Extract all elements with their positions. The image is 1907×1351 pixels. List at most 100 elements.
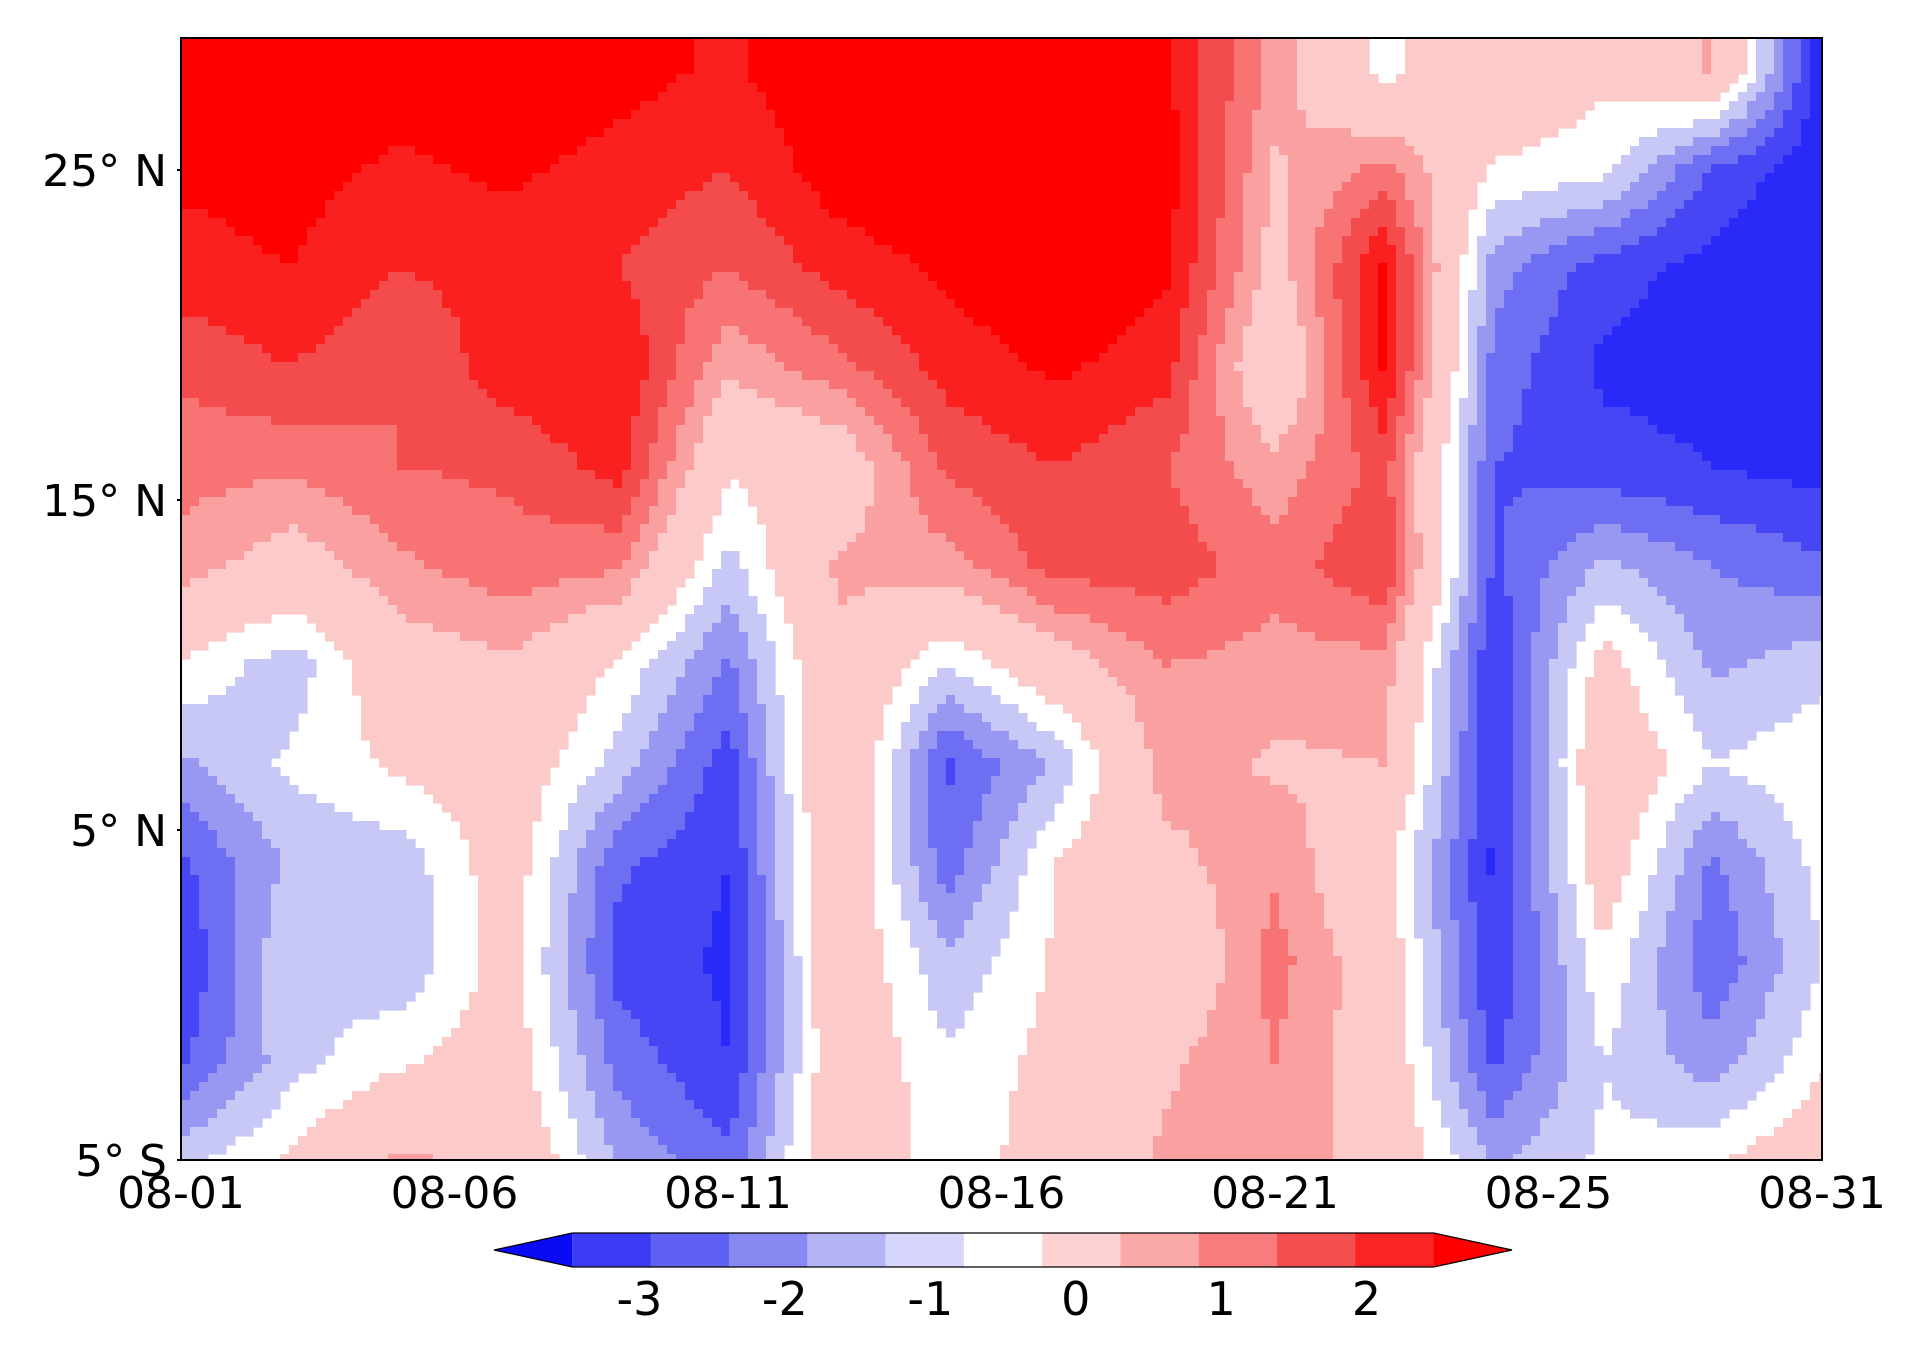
- contour-cell: [190, 83, 200, 93]
- contour-cell: [307, 65, 317, 75]
- contour-cell: [667, 155, 677, 165]
- contour-cell: [541, 101, 551, 111]
- contour-cell: [1387, 173, 1397, 183]
- contour-cell: [685, 110, 695, 120]
- contour-cell: [1360, 137, 1370, 147]
- contour-cell: [631, 173, 641, 183]
- contour-cell: [1369, 227, 1379, 237]
- contour-cell: [208, 137, 218, 147]
- contour-cell: [1630, 56, 1640, 66]
- contour-cell: [586, 245, 596, 255]
- contour-cell: [1702, 272, 1712, 282]
- contour-cell: [1495, 146, 1505, 156]
- contour-cell: [901, 236, 911, 246]
- contour-cell: [1369, 83, 1379, 93]
- contour-cell: [1693, 173, 1703, 183]
- contour-cell: [1486, 110, 1496, 120]
- contour-cell: [379, 218, 389, 228]
- contour-cell: [343, 236, 353, 246]
- contour-cell: [901, 173, 911, 183]
- contour-cell: [1081, 119, 1091, 129]
- contour-cell: [1279, 164, 1289, 174]
- contour-cell: [1513, 200, 1523, 210]
- contour-cell: [1387, 119, 1397, 129]
- contour-cell: [1378, 164, 1388, 174]
- contour-cell: [631, 119, 641, 129]
- contour-cell: [1342, 101, 1352, 111]
- contour-cell: [280, 218, 290, 228]
- contour-cell: [1369, 92, 1379, 102]
- contour-cell: [802, 137, 812, 147]
- contour-cell: [1342, 119, 1352, 129]
- contour-cell: [577, 92, 587, 102]
- contour-cell: [559, 182, 569, 192]
- contour-cell: [1072, 200, 1082, 210]
- contour-cell: [1288, 263, 1298, 273]
- contour-cell: [622, 236, 632, 246]
- contour-cell: [226, 110, 236, 120]
- contour-cell: [388, 92, 398, 102]
- contour-cell: [1396, 182, 1406, 192]
- contour-cell: [1342, 164, 1352, 174]
- contour-cell: [352, 209, 362, 219]
- contour-cell: [1270, 227, 1280, 237]
- contour-cell: [748, 74, 758, 84]
- contour-cell: [1270, 47, 1280, 57]
- contour-cell: [811, 227, 821, 237]
- contour-cell: [1630, 65, 1640, 75]
- contour-cell: [370, 110, 380, 120]
- contour-cell: [793, 182, 803, 192]
- contour-cell: [1792, 74, 1802, 84]
- contour-cell: [1792, 146, 1802, 156]
- contour-cell: [1414, 137, 1424, 147]
- contour-cell: [1333, 164, 1343, 174]
- contour-cell: [460, 38, 470, 48]
- contour-cell: [703, 101, 713, 111]
- contour-cell: [397, 128, 407, 138]
- contour-cell: [199, 65, 209, 75]
- contour-cell: [883, 119, 893, 129]
- contour-cell: [1243, 254, 1253, 264]
- contour-cell: [694, 146, 704, 156]
- contour-cell: [532, 281, 542, 291]
- contour-cell: [1000, 200, 1010, 210]
- contour-cell: [1045, 101, 1055, 111]
- contour-cell: [1018, 164, 1028, 174]
- contour-cell: [208, 110, 218, 120]
- contour-cell: [1072, 65, 1082, 75]
- contour-cell: [1459, 38, 1469, 48]
- contour-cell: [460, 155, 470, 165]
- contour-cell: [478, 101, 488, 111]
- contour-cell: [1027, 137, 1037, 147]
- contour-cell: [1126, 110, 1136, 120]
- contour-cell: [685, 227, 695, 237]
- contour-cell: [1306, 245, 1316, 255]
- contour-cell: [1063, 101, 1073, 111]
- contour-cell: [1000, 182, 1010, 192]
- contour-cell: [577, 146, 587, 156]
- contour-cell: [568, 101, 578, 111]
- contour-cell: [280, 245, 290, 255]
- contour-cell: [1000, 272, 1010, 282]
- contour-cell: [829, 272, 839, 282]
- contour-cell: [964, 209, 974, 219]
- contour-cell: [1639, 173, 1649, 183]
- contour-cell: [397, 254, 407, 264]
- contour-cell: [1144, 47, 1154, 57]
- contour-cell: [451, 38, 461, 48]
- contour-cell: [1450, 191, 1460, 201]
- contour-cell: [1171, 263, 1181, 273]
- contour-cell: [1270, 155, 1280, 165]
- contour-cell: [298, 173, 308, 183]
- contour-cell: [1702, 254, 1712, 264]
- contour-cell: [505, 182, 515, 192]
- contour-cell: [1054, 182, 1064, 192]
- contour-cell: [379, 182, 389, 192]
- contour-cell: [1531, 74, 1541, 84]
- contour-cell: [1081, 227, 1091, 237]
- contour-cell: [865, 65, 875, 75]
- contour-cell: [1702, 218, 1712, 228]
- contour-cell: [964, 263, 974, 273]
- contour-cell: [1576, 182, 1586, 192]
- contour-cell: [1711, 209, 1721, 219]
